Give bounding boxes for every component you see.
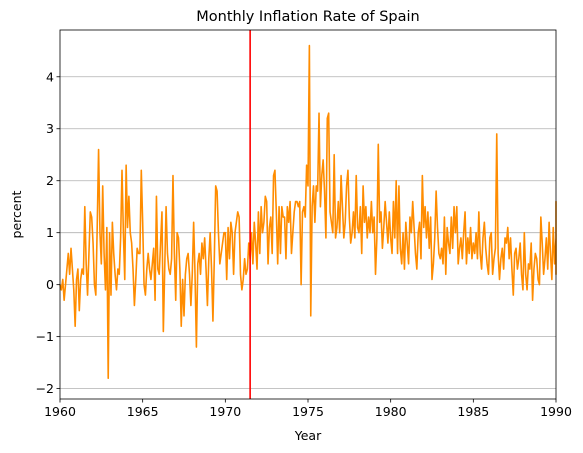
y-tick-label: −2 — [36, 381, 54, 396]
y-axis-ticks: −2 −1 0 1 2 3 4 — [36, 69, 60, 396]
y-tick-label: 4 — [46, 69, 54, 84]
x-tick-label: 1985 — [457, 404, 489, 419]
x-tick-label: 1970 — [209, 404, 241, 419]
x-tick-label: 1990 — [540, 404, 572, 419]
x-axis-ticks: 1960 1965 1970 1975 1980 1985 1990 — [44, 399, 572, 419]
x-tick-label: 1975 — [292, 404, 324, 419]
series-layer — [59, 44, 557, 380]
plot-frame — [59, 29, 557, 400]
x-tick-label: 1965 — [127, 404, 159, 419]
y-tick-label: −1 — [36, 329, 54, 344]
y-tick-label: 2 — [46, 173, 54, 188]
x-tick-label: 1960 — [44, 404, 76, 419]
chart-title: Monthly Inflation Rate of Spain — [196, 9, 420, 25]
y-tick-label: 1 — [46, 225, 54, 240]
x-tick-label: 1980 — [375, 404, 407, 419]
x-axis-label: Year — [294, 428, 322, 443]
inflation-series-line — [59, 44, 557, 380]
y-tick-label: 3 — [46, 121, 54, 136]
y-tick-label: 0 — [46, 277, 54, 292]
y-axis-label: percent — [9, 190, 24, 238]
